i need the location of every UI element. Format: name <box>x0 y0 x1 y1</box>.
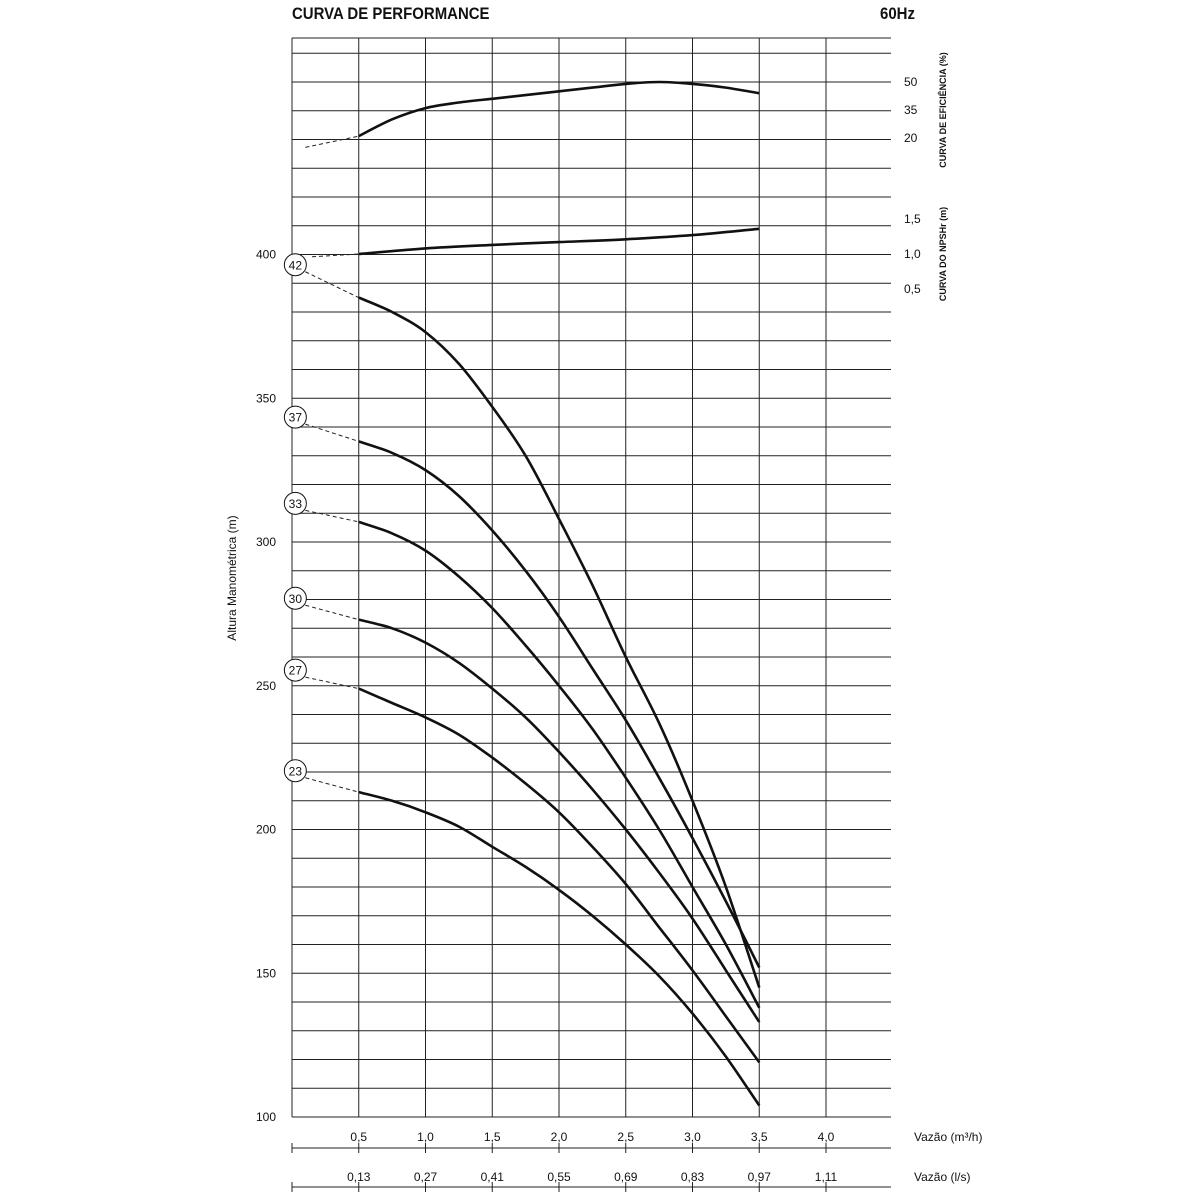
x-tick-label: 1,5 <box>484 1130 501 1144</box>
stage-marker-33 <box>283 491 307 515</box>
stage-label-23: 23 <box>289 764 303 778</box>
x-tick-label: 0,5 <box>350 1130 367 1144</box>
stage-marker-23 <box>283 759 307 783</box>
npshr-curve-dashed <box>311 253 359 258</box>
x2-tick-label: 0,97 <box>748 1170 772 1184</box>
efficiency-axis-label: CURVA DE EFICIÊNCIA (%) <box>937 52 948 168</box>
npshr-curve <box>358 227 760 256</box>
chart-title: CURVA DE PERFORMANCE <box>292 4 490 23</box>
x2-tick-label: 0,41 <box>481 1170 505 1184</box>
head-curve-23-dashed <box>305 777 359 793</box>
head-curve-33 <box>358 520 761 1009</box>
stage-label-33: 33 <box>289 497 303 511</box>
head-curve-37 <box>358 440 761 969</box>
x-tick-label: 3,0 <box>684 1130 701 1144</box>
stage-label-37: 37 <box>289 411 303 425</box>
chart-frequency: 60Hz <box>880 4 915 23</box>
y-tick-label: 300 <box>256 535 276 549</box>
stage-label-27: 27 <box>289 664 303 678</box>
y-tick-label: 400 <box>256 248 276 262</box>
x-tick-label: 3,5 <box>751 1130 768 1144</box>
head-curve-42-dashed <box>305 271 359 299</box>
y-axis-label: Altura Manométrica (m) <box>225 515 239 640</box>
head-curve-33-dashed <box>305 509 359 523</box>
y-tick-label: 150 <box>256 966 276 980</box>
y-tick-label: 200 <box>256 823 276 837</box>
stage-label-42: 42 <box>289 258 303 272</box>
stage-marker-27 <box>283 658 307 682</box>
stage-marker-42 <box>283 253 307 277</box>
npshr-axis-label: CURVA DO NPSHr (m) <box>938 207 948 301</box>
x2-tick-label: 0,55 <box>547 1170 571 1184</box>
stage-marker-37 <box>283 405 307 429</box>
chart-labels: 0,5 0,13 1,0 0,27 1,5 0,41 2,0 0,55 2,5 0,69 3,0 0,… <box>225 52 982 1184</box>
x2-tick-label: 0,83 <box>681 1170 705 1184</box>
chart-curves <box>305 80 761 1107</box>
efficiency-tick-label: 50 <box>904 75 918 89</box>
head-curve-27-dashed <box>305 676 359 690</box>
head-curve-37-dashed <box>305 423 359 442</box>
efficiency-tick-label: 35 <box>904 103 918 117</box>
head-curve-42 <box>358 296 761 989</box>
efficiency-tick-label: 20 <box>904 131 918 145</box>
head-curve-27 <box>358 687 761 1064</box>
x2-tick-label: 0,27 <box>414 1170 438 1184</box>
efficiency-curve-dashed <box>305 135 359 148</box>
x2-axis-label: Vazão (l/s) <box>914 1170 970 1184</box>
chart-grid <box>291 37 891 1192</box>
head-curve-30-dashed <box>305 604 359 621</box>
npshr-tick-label: 1,0 <box>904 247 921 261</box>
efficiency-curve <box>358 80 760 138</box>
x2-tick-label: 0,13 <box>347 1170 371 1184</box>
y-tick-label: 250 <box>256 679 276 693</box>
x-tick-label: 2,5 <box>617 1130 634 1144</box>
head-curve-23 <box>358 790 761 1107</box>
stage-label-30: 30 <box>289 592 303 606</box>
x-tick-label: 4,0 <box>818 1130 835 1144</box>
y-tick-label: 100 <box>256 1110 276 1124</box>
npshr-tick-label: 1,5 <box>904 212 921 226</box>
x2-tick-label: 1,11 <box>815 1170 838 1184</box>
x-tick-label: 2,0 <box>551 1130 568 1144</box>
x-tick-label: 1,0 <box>417 1130 434 1144</box>
npshr-tick-label: 0,5 <box>904 282 921 296</box>
x2-tick-label: 0,69 <box>614 1170 638 1184</box>
y-tick-label: 350 <box>256 391 276 405</box>
x-axis-label: Vazão (m³/h) <box>914 1130 982 1144</box>
head-curve-30 <box>358 618 761 1023</box>
stage-marker-30 <box>283 586 307 610</box>
